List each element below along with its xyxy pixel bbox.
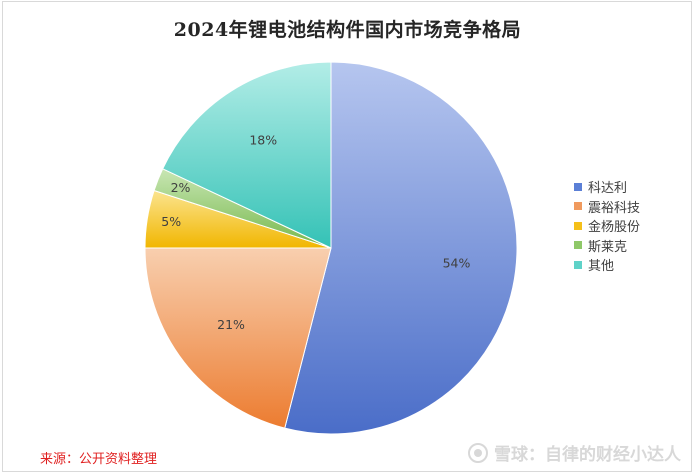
legend-item-5: 其他	[574, 255, 640, 275]
pie-data-label-3: 5%	[161, 214, 181, 229]
chart-legend: 科达利震裕科技金杨股份斯莱克其他	[574, 177, 640, 275]
watermark: 雪球：自律的财经小达人	[468, 440, 681, 465]
legend-item-1: 科达利	[574, 177, 640, 197]
pie-data-label-4: 2%	[171, 180, 191, 195]
pie-slices	[144, 61, 518, 435]
pie-slice-5	[162, 61, 332, 249]
legend-label: 科达利	[588, 181, 628, 197]
pie-slice-1	[284, 61, 518, 435]
watermark-text: 雪球：自律的财经小达人	[494, 445, 681, 465]
pie-data-labels: 54% 21% 5% 2% 18%	[161, 133, 470, 332]
pie-data-label-1: 54%	[443, 255, 471, 270]
legend-swatch	[574, 182, 582, 191]
legend-swatch	[574, 221, 582, 230]
legend-swatch	[574, 241, 582, 250]
legend-label: 其他	[588, 259, 615, 275]
chart-title: 2024年锂电池结构件国内市场竞争格局	[173, 19, 522, 41]
pie-slice-2	[144, 247, 332, 429]
pie-data-label-2: 21%	[217, 317, 245, 332]
legend-item-2: 震裕科技	[574, 197, 640, 217]
legend-label: 斯莱克	[588, 239, 628, 255]
pie-data-label-5: 18%	[249, 133, 277, 148]
legend-swatch	[574, 202, 582, 211]
legend-swatch	[574, 260, 582, 269]
source-note: 来源：公开资料整理	[40, 452, 158, 467]
legend-label: 金杨股份	[588, 220, 641, 236]
legend-item-4: 斯莱克	[574, 236, 640, 256]
legend-label: 震裕科技	[588, 200, 641, 216]
xueqiu-logo-icon	[468, 442, 488, 463]
legend-item-3: 金杨股份	[574, 216, 640, 236]
